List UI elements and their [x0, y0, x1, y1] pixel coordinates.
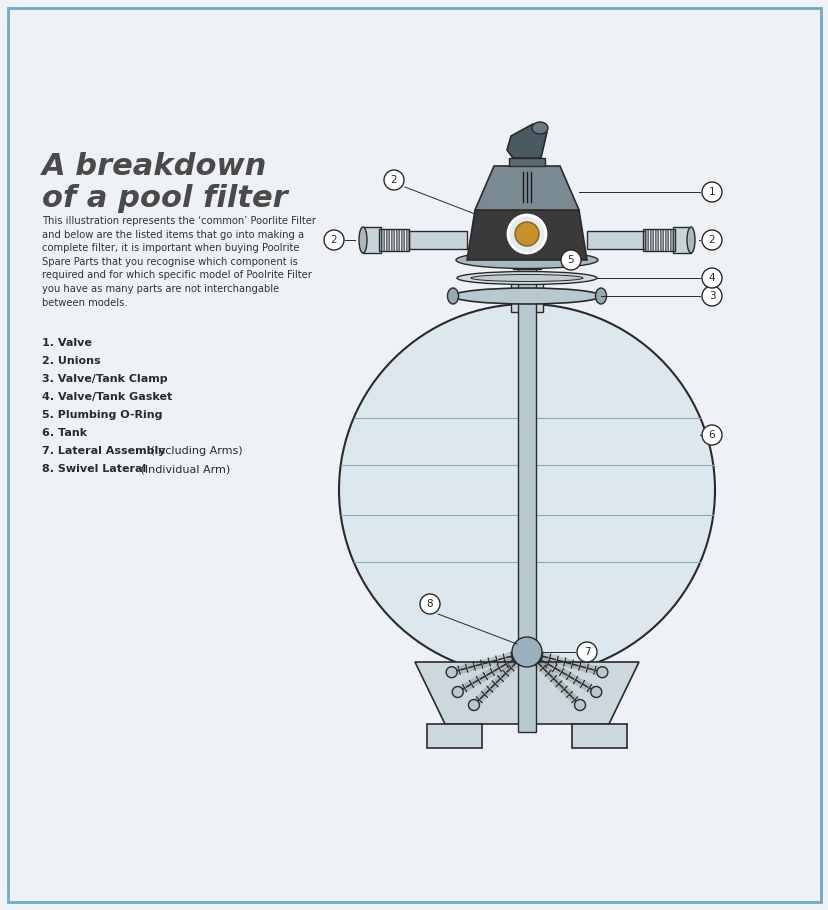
- Bar: [513, 259, 541, 269]
- Text: 6: 6: [708, 430, 715, 440]
- Bar: [644, 229, 647, 251]
- Ellipse shape: [452, 288, 600, 304]
- Bar: [381, 229, 384, 251]
- Text: 7. Lateral Assembly: 7. Lateral Assembly: [42, 446, 166, 456]
- Ellipse shape: [532, 122, 547, 134]
- Text: 3: 3: [708, 291, 715, 301]
- Ellipse shape: [456, 271, 596, 285]
- Bar: [659, 229, 662, 251]
- Circle shape: [324, 230, 344, 250]
- Circle shape: [590, 686, 601, 697]
- Circle shape: [420, 594, 440, 614]
- Ellipse shape: [470, 275, 582, 281]
- Bar: [378, 229, 408, 251]
- Bar: [401, 229, 404, 251]
- Text: of a pool filter: of a pool filter: [42, 184, 287, 213]
- Circle shape: [701, 286, 721, 306]
- Bar: [406, 229, 409, 251]
- Circle shape: [701, 268, 721, 288]
- Bar: [508, 158, 544, 166]
- Bar: [649, 229, 652, 251]
- Text: 2: 2: [330, 235, 337, 245]
- Bar: [669, 229, 672, 251]
- Text: 2: 2: [390, 175, 397, 185]
- Circle shape: [514, 222, 538, 246]
- Bar: [510, 280, 542, 312]
- Bar: [518, 264, 536, 732]
- Text: (Including Arms): (Including Arms): [147, 446, 243, 456]
- Text: This illustration represents the ‘common’ Poorlite Filter
and below are the list: This illustration represents the ‘common…: [42, 216, 315, 308]
- Circle shape: [445, 667, 456, 678]
- Ellipse shape: [513, 256, 541, 264]
- Text: 2. Unions: 2. Unions: [42, 356, 100, 366]
- Circle shape: [701, 425, 721, 445]
- Bar: [363, 227, 381, 253]
- Text: 3. Valve/Tank Clamp: 3. Valve/Tank Clamp: [42, 374, 167, 384]
- Circle shape: [508, 215, 546, 253]
- Circle shape: [576, 642, 596, 662]
- Text: 4. Valve/Tank Gasket: 4. Valve/Tank Gasket: [42, 392, 172, 402]
- Text: A breakdown: A breakdown: [42, 152, 267, 181]
- Ellipse shape: [339, 304, 714, 676]
- Text: 5: 5: [567, 255, 574, 265]
- Ellipse shape: [686, 227, 694, 253]
- Bar: [586, 231, 644, 249]
- Bar: [408, 231, 466, 249]
- Text: 1: 1: [708, 187, 715, 197]
- Ellipse shape: [455, 251, 597, 268]
- Circle shape: [701, 182, 721, 202]
- Ellipse shape: [359, 227, 367, 253]
- Text: 2: 2: [708, 235, 715, 245]
- Text: 7: 7: [583, 647, 590, 657]
- Bar: [386, 229, 389, 251]
- Bar: [672, 227, 691, 253]
- Circle shape: [701, 230, 721, 250]
- Bar: [426, 724, 481, 748]
- Circle shape: [561, 250, 580, 270]
- Text: 6. Tank: 6. Tank: [42, 428, 87, 438]
- Circle shape: [574, 700, 585, 711]
- Ellipse shape: [595, 288, 606, 304]
- Circle shape: [468, 700, 479, 711]
- Circle shape: [451, 686, 463, 697]
- Polygon shape: [507, 124, 546, 158]
- FancyBboxPatch shape: [8, 8, 820, 902]
- Polygon shape: [415, 662, 638, 724]
- Bar: [643, 229, 674, 251]
- Circle shape: [383, 170, 403, 190]
- Text: 1. Valve: 1. Valve: [42, 338, 92, 348]
- Bar: [391, 229, 394, 251]
- Text: 8. Swivel Lateral: 8. Swivel Lateral: [42, 464, 146, 474]
- Bar: [654, 229, 657, 251]
- Bar: [396, 229, 399, 251]
- Text: 4: 4: [708, 273, 715, 283]
- Circle shape: [596, 667, 607, 678]
- Bar: [664, 229, 667, 251]
- Circle shape: [512, 637, 542, 667]
- Ellipse shape: [447, 288, 458, 304]
- Bar: [571, 724, 626, 748]
- Text: 5. Plumbing O-Ring: 5. Plumbing O-Ring: [42, 410, 162, 420]
- Text: (Individual Arm): (Individual Arm): [137, 464, 230, 474]
- Polygon shape: [474, 166, 578, 210]
- Polygon shape: [466, 210, 586, 260]
- Text: 8: 8: [426, 599, 433, 609]
